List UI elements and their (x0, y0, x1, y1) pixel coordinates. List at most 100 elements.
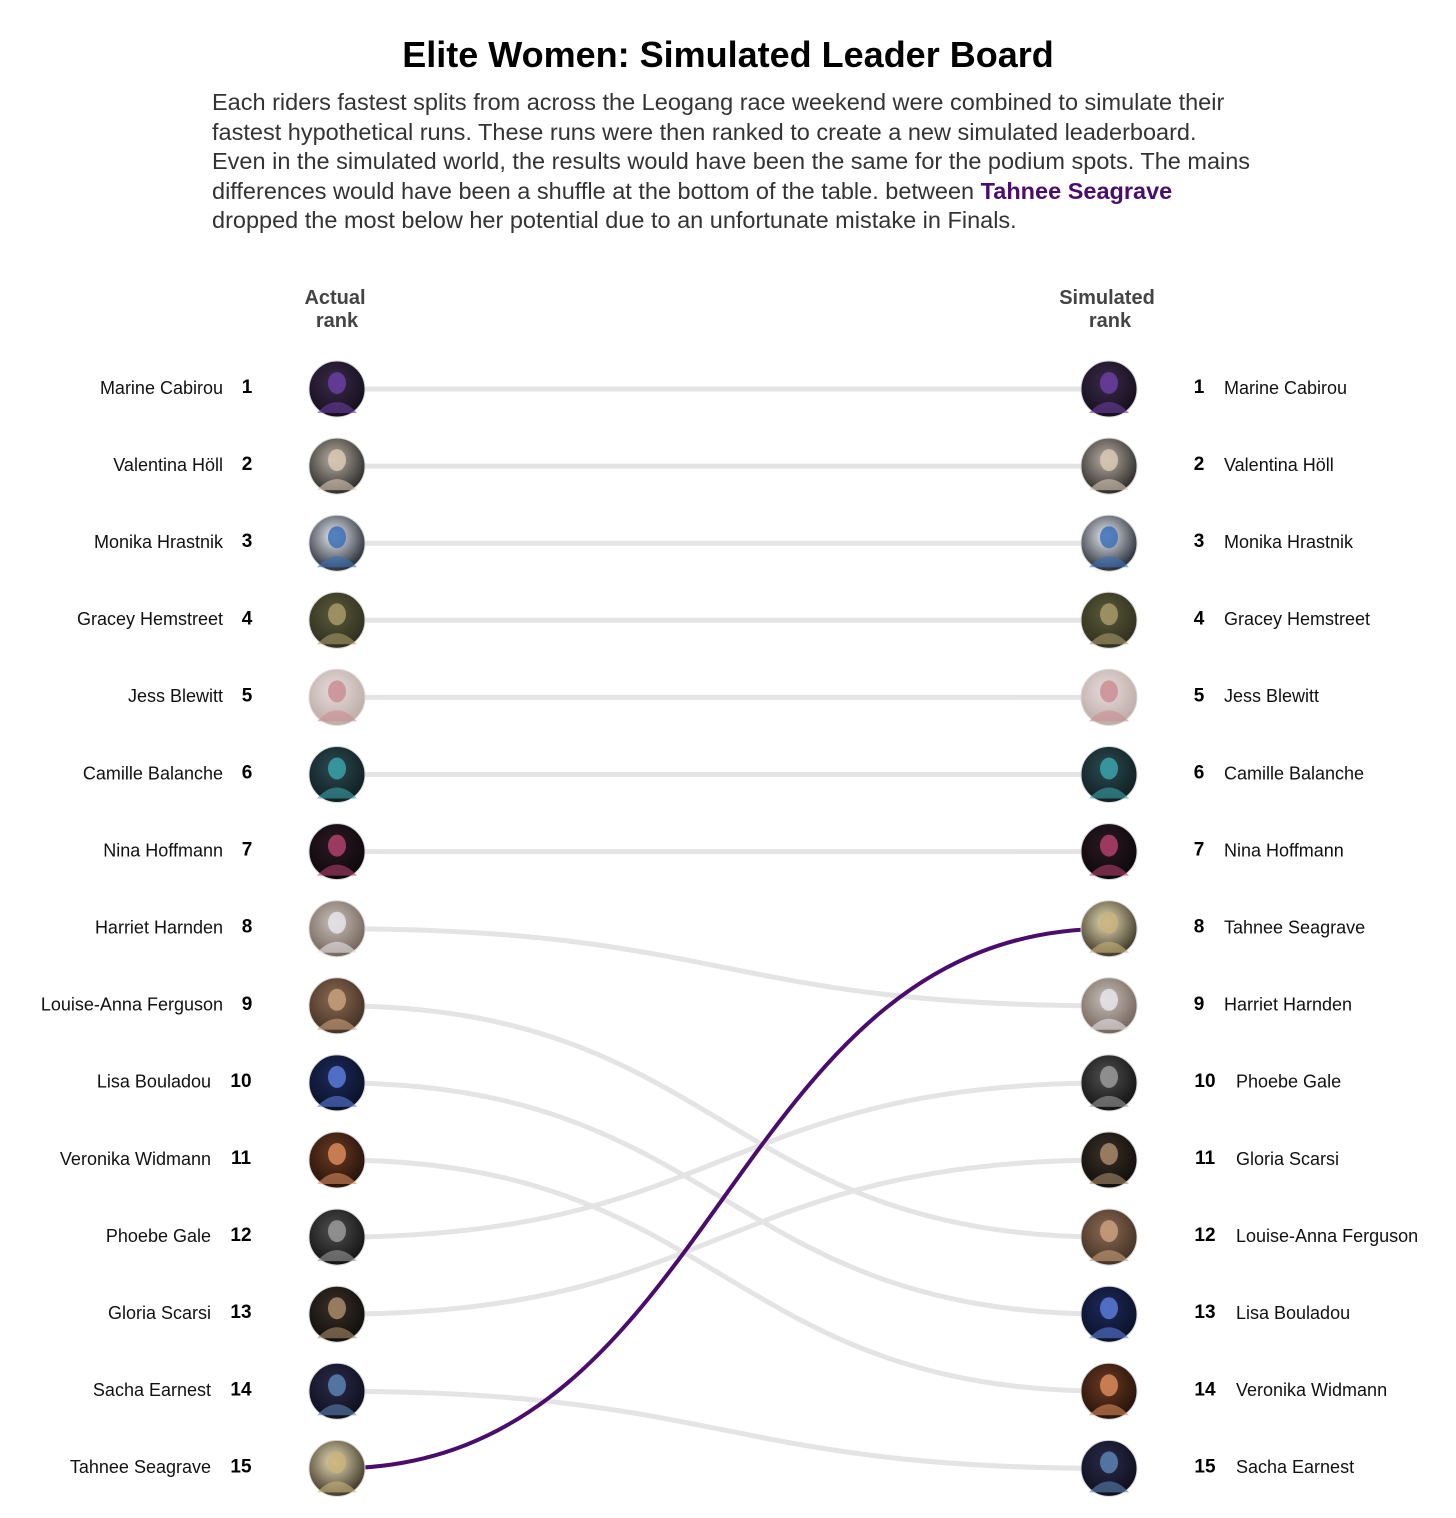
left-header-line-2: rank (316, 310, 359, 332)
right-rank-number: 11 (1195, 1148, 1216, 1169)
right-rider-name: Camille Balanche (1224, 763, 1364, 783)
rider-avatar (1080, 591, 1138, 649)
right-rank-number: 9 (1194, 994, 1205, 1015)
left-rider-name: Veronika Widmann (60, 1149, 211, 1169)
avatar-head-shape (1100, 603, 1118, 626)
left-rider-name: Gracey Hemstreet (77, 609, 223, 629)
rider-avatar (1080, 1285, 1138, 1343)
avatar-head-shape (328, 603, 346, 626)
right-rider-name: Monika Hrastnik (1224, 532, 1354, 552)
avatar-body-shape (1089, 941, 1129, 953)
left-rank-number: 6 (242, 763, 253, 784)
right-rank-number: 13 (1194, 1302, 1215, 1323)
highlight-rank-line (335, 926, 1111, 1471)
rider-avatar (308, 746, 366, 803)
rank-line (334, 926, 1112, 1009)
avatar-head-shape (328, 1220, 346, 1243)
avatar-body-shape (1089, 479, 1129, 491)
avatar-body-shape (1089, 1173, 1129, 1184)
left-rider-name: Louise-Anna Ferguson (41, 995, 223, 1015)
avatar-head-shape (1100, 1297, 1118, 1320)
rider-avatar (1080, 977, 1138, 1035)
avatar-head-shape (1100, 1374, 1118, 1397)
right-rank-number: 5 (1194, 685, 1205, 706)
avatar-body-shape (1089, 864, 1129, 876)
avatar-head-shape (1100, 757, 1118, 780)
rider-avatar (308, 360, 366, 418)
chart-subtitle: Each riders fastest splits from across t… (212, 88, 1252, 236)
rider-avatar (1080, 1208, 1138, 1266)
right-rider-name: Lisa Bouladou (1236, 1303, 1350, 1323)
left-rider-name: Tahnee Seagrave (70, 1457, 211, 1477)
avatar-body-shape (317, 1481, 357, 1493)
avatar-body-shape (317, 1250, 357, 1262)
right-rank-number: 15 (1194, 1456, 1216, 1477)
subtitle-text-before: Each riders fastest splits from across t… (212, 89, 1251, 204)
left-rank-number: 8 (242, 917, 253, 938)
right-rider-name: Gloria Scarsi (1236, 1149, 1339, 1169)
column-headers: Actual rank Simulated rank (304, 287, 1154, 332)
rider-avatar (1080, 1362, 1138, 1420)
rider-avatar (308, 1439, 366, 1497)
avatar-head-shape (1100, 988, 1118, 1011)
avatar-body-shape (1089, 1481, 1129, 1493)
left-rider-name: Lisa Bouladou (97, 1072, 211, 1092)
avatar-body-shape (1089, 402, 1129, 413)
avatar-head-shape (328, 1297, 346, 1320)
rider-avatar (1080, 746, 1138, 803)
avatar-body-shape (1089, 1250, 1129, 1262)
rider-avatar (308, 514, 366, 572)
right-rider-name: Jess Blewitt (1224, 686, 1319, 706)
rider-avatar (1080, 823, 1138, 881)
right-rank-number: 4 (1194, 608, 1205, 629)
avatar-head-shape (328, 988, 346, 1011)
rider-avatar (308, 1131, 366, 1189)
avatar-body-shape (317, 1095, 357, 1107)
avatar-head-shape (1100, 372, 1118, 394)
rider-avatar (308, 823, 366, 881)
rank-line (334, 1003, 1112, 1240)
left-rider-name: Valentina Höll (113, 455, 223, 475)
avatar-body-shape (317, 479, 357, 491)
simulated-rank-column: 1 Marine Cabirou 2 Valentina Höll 3 Monika Hr… (1080, 360, 1418, 1497)
avatar-head-shape (328, 1143, 346, 1165)
rider-avatar (1080, 437, 1138, 495)
left-rank-number: 3 (242, 531, 253, 552)
avatar-body-shape (317, 941, 357, 953)
right-rider-name: Marine Cabirou (1224, 378, 1347, 398)
avatar-body-shape (317, 710, 357, 722)
right-rank-number: 7 (1194, 840, 1205, 861)
avatar-head-shape (1100, 1065, 1118, 1088)
avatar-head-shape (1100, 911, 1118, 934)
rank-line (334, 1157, 1112, 1394)
rider-avatar (1080, 1054, 1138, 1112)
rider-avatar (1080, 900, 1138, 958)
avatar-head-shape (1100, 1143, 1118, 1165)
left-rider-name: Gloria Scarsi (108, 1303, 211, 1323)
left-rank-number: 13 (230, 1302, 251, 1323)
rank-line (334, 1157, 1112, 1317)
left-rider-name: Phoebe Gale (106, 1226, 211, 1246)
avatar-body-shape (317, 402, 357, 413)
actual-rank-column: Marine Cabirou 1 Valentina Höll 2 Monika Hra… (41, 360, 366, 1497)
right-rider-name: Phoebe Gale (1236, 1072, 1341, 1092)
chart-title: Elite Women: Simulated Leader Board (402, 34, 1054, 75)
left-rider-name: Nina Hoffmann (103, 840, 223, 860)
right-header-line-2: rank (1089, 310, 1132, 332)
right-rider-name: Veronika Widmann (1236, 1380, 1387, 1400)
right-rank-number: 6 (1194, 763, 1205, 784)
avatar-body-shape (317, 864, 357, 876)
avatar-body-shape (1089, 710, 1129, 722)
subtitle-highlight-rider: Tahnee Seagrave (980, 177, 1173, 204)
avatar-body-shape (317, 1404, 357, 1416)
right-rider-name: Louise-Anna Ferguson (1236, 1226, 1418, 1246)
right-rank-number: 12 (1194, 1225, 1215, 1246)
avatar-head-shape (328, 834, 346, 857)
avatar-body-shape (317, 633, 357, 645)
right-rider-name: Gracey Hemstreet (1224, 609, 1370, 629)
rider-avatar (308, 437, 366, 495)
avatar-head-shape (328, 1374, 346, 1397)
right-rider-name: Valentina Höll (1224, 455, 1334, 475)
rider-avatar (1080, 668, 1138, 726)
